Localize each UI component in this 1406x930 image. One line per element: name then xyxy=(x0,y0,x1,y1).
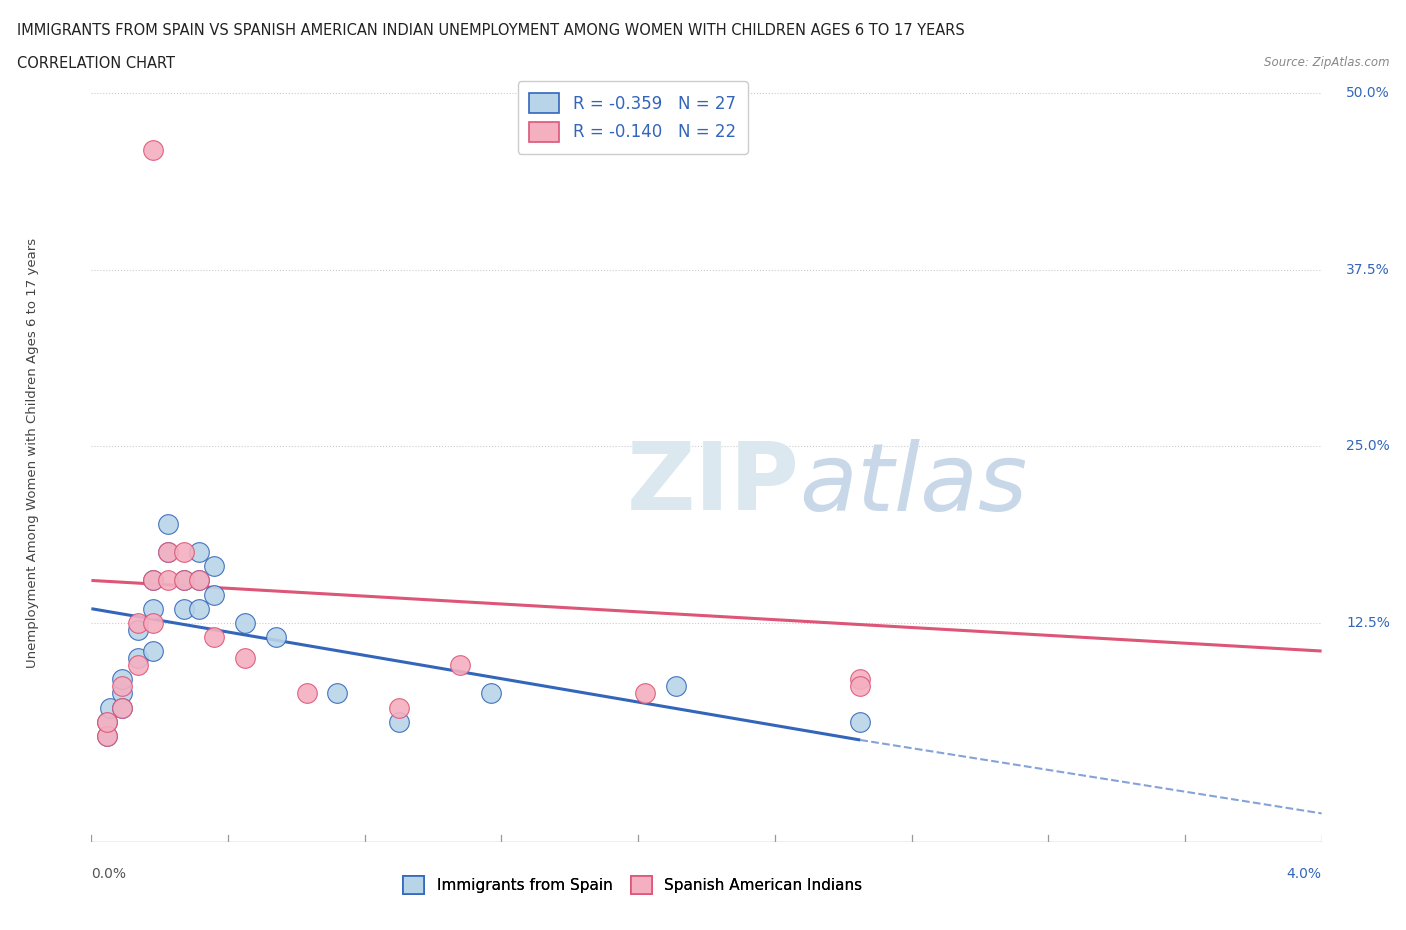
Point xyxy=(142,602,165,617)
Point xyxy=(142,573,165,588)
Point xyxy=(479,686,502,701)
Point xyxy=(173,573,195,588)
Point xyxy=(127,616,149,631)
Point xyxy=(157,545,180,560)
Text: Unemployment Among Women with Children Ages 6 to 17 years: Unemployment Among Women with Children A… xyxy=(25,238,39,669)
Point xyxy=(233,616,256,631)
Text: 12.5%: 12.5% xyxy=(1347,616,1391,630)
Point xyxy=(111,679,134,694)
Point xyxy=(202,630,225,644)
Point xyxy=(142,616,165,631)
Point xyxy=(449,658,471,672)
Point xyxy=(157,573,180,588)
Point xyxy=(96,714,118,729)
Text: Source: ZipAtlas.com: Source: ZipAtlas.com xyxy=(1264,56,1389,69)
Point xyxy=(111,686,134,701)
Point xyxy=(173,573,195,588)
Point xyxy=(142,644,165,658)
Point xyxy=(188,573,211,588)
Text: 50.0%: 50.0% xyxy=(1347,86,1391,100)
Text: 25.0%: 25.0% xyxy=(1347,439,1391,453)
Point xyxy=(157,516,180,531)
Point xyxy=(142,142,165,157)
Point xyxy=(173,545,195,560)
Point xyxy=(295,686,318,701)
Point xyxy=(98,700,121,715)
Text: 37.5%: 37.5% xyxy=(1347,263,1391,277)
Point xyxy=(96,728,118,743)
Legend: Immigrants from Spain, Spanish American Indians: Immigrants from Spain, Spanish American … xyxy=(396,870,869,900)
Point xyxy=(157,545,180,560)
Point xyxy=(849,714,872,729)
Point xyxy=(96,728,118,743)
Point xyxy=(142,573,165,588)
Point xyxy=(111,700,134,715)
Point xyxy=(202,559,225,574)
Point xyxy=(202,587,225,602)
Point xyxy=(127,658,149,672)
Point xyxy=(188,573,211,588)
Point xyxy=(127,622,149,637)
Point xyxy=(388,700,411,715)
Text: CORRELATION CHART: CORRELATION CHART xyxy=(17,56,174,71)
Point xyxy=(634,686,657,701)
Point xyxy=(96,714,118,729)
Text: 4.0%: 4.0% xyxy=(1286,867,1322,881)
Text: IMMIGRANTS FROM SPAIN VS SPANISH AMERICAN INDIAN UNEMPLOYMENT AMONG WOMEN WITH C: IMMIGRANTS FROM SPAIN VS SPANISH AMERICA… xyxy=(17,23,965,38)
Point xyxy=(111,700,134,715)
Point xyxy=(326,686,349,701)
Point xyxy=(264,630,287,644)
Point xyxy=(127,651,149,666)
Point xyxy=(665,679,688,694)
Point xyxy=(188,545,211,560)
Point xyxy=(849,679,872,694)
Text: 0.0%: 0.0% xyxy=(91,867,127,881)
Point xyxy=(233,651,256,666)
Text: ZIP: ZIP xyxy=(627,438,800,530)
Point xyxy=(388,714,411,729)
Point xyxy=(849,671,872,686)
Point xyxy=(111,671,134,686)
Point xyxy=(173,602,195,617)
Text: atlas: atlas xyxy=(799,439,1026,530)
Point xyxy=(188,602,211,617)
